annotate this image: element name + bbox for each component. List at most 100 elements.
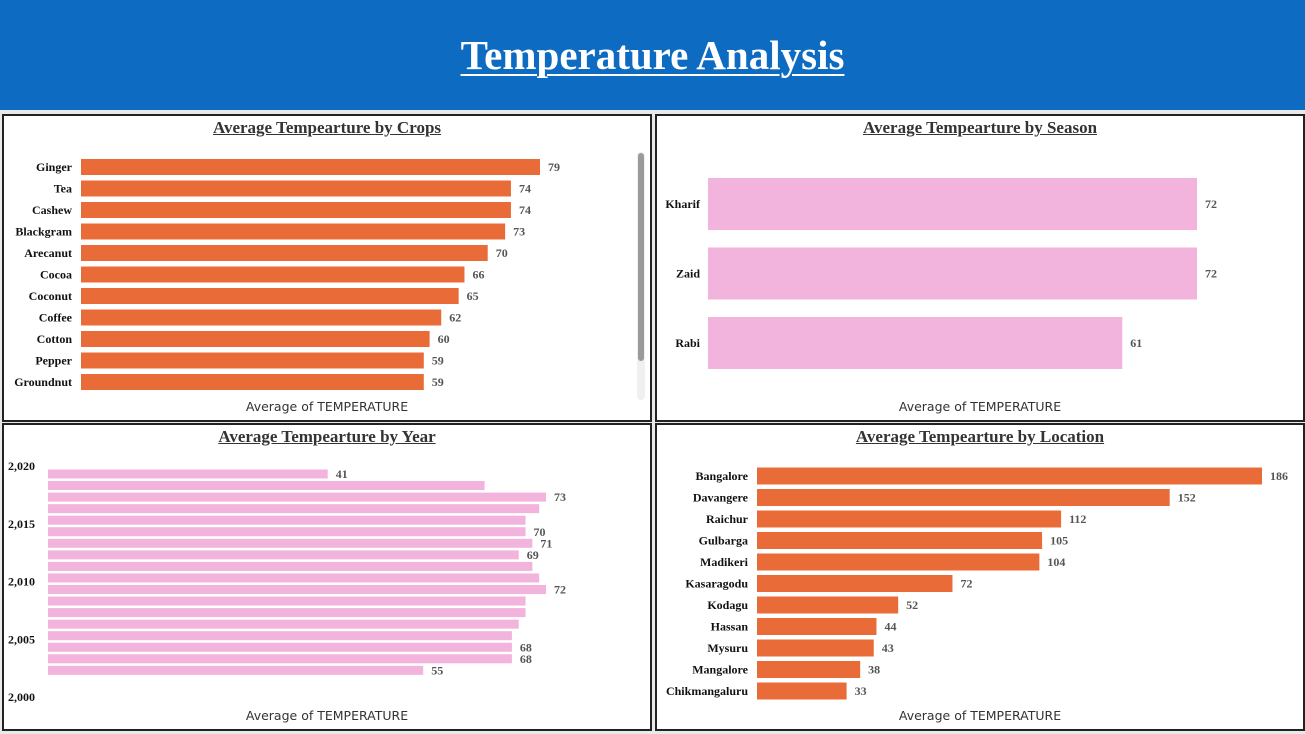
crops-bar bbox=[81, 223, 506, 240]
location-data-label: 52 bbox=[906, 598, 918, 612]
season-category-label: Rabi bbox=[675, 336, 700, 350]
year-chart-title: Average Tempearture by Year bbox=[218, 427, 436, 446]
year-y-tick-label: 2,020 bbox=[8, 459, 35, 473]
location-bar bbox=[757, 618, 877, 635]
year-data-label: 73 bbox=[554, 490, 566, 504]
page-title: Temperature Analysis bbox=[460, 32, 845, 78]
season-data-label: 72 bbox=[1205, 267, 1217, 281]
crops-category-label: Cotton bbox=[37, 332, 73, 346]
crops-data-label: 62 bbox=[449, 311, 461, 325]
year-data-label: 71 bbox=[540, 536, 552, 550]
season-bar-chart: Kharif 72 Zaid 72 Rabi 61 bbox=[665, 178, 1217, 369]
location-data-label: 152 bbox=[1178, 491, 1196, 505]
season-category-label: Kharif bbox=[665, 197, 701, 211]
crops-category-label: Pepper bbox=[35, 354, 72, 368]
year-bar bbox=[48, 596, 526, 606]
season-chart-panel[interactable]: Average Tempearture by Season Kharif 72 Za… bbox=[655, 114, 1305, 422]
season-category-label: Zaid bbox=[676, 267, 700, 281]
location-chart-panel[interactable]: Average Tempearture by Location Bangalor… bbox=[655, 423, 1305, 731]
location-category-label: Madikeri bbox=[700, 555, 749, 569]
year-data-label: 70 bbox=[534, 525, 546, 539]
year-bar bbox=[48, 538, 533, 548]
year-bar bbox=[48, 492, 546, 502]
year-bar bbox=[48, 550, 519, 560]
crops-category-label: Arecanut bbox=[24, 246, 72, 260]
location-category-label: Mysuru bbox=[707, 641, 748, 655]
location-data-label: 186 bbox=[1270, 469, 1288, 483]
crops-data-label: 65 bbox=[467, 289, 479, 303]
year-bar bbox=[48, 504, 540, 514]
year-data-label: 68 bbox=[520, 640, 532, 654]
year-y-tick-label: 2,015 bbox=[8, 517, 35, 531]
location-category-label: Kasaragodu bbox=[685, 577, 748, 591]
year-bar bbox=[48, 561, 533, 571]
crops-category-label: Cashew bbox=[32, 203, 72, 217]
crops-data-label: 74 bbox=[519, 203, 531, 217]
year-bar bbox=[48, 573, 540, 583]
location-data-label: 112 bbox=[1069, 512, 1086, 526]
location-bar bbox=[757, 639, 874, 657]
location-data-label: 44 bbox=[884, 620, 896, 634]
crops-bar bbox=[81, 245, 488, 261]
location-bar-chart: Bangalore 186 Davangere 152 Raichur 112 Gulbar… bbox=[666, 467, 1288, 700]
year-chart-panel[interactable]: Average Tempearture by Year 2,020 2,015 2,… bbox=[2, 423, 652, 731]
crops-scrollbar-thumb[interactable] bbox=[638, 153, 644, 361]
location-bar bbox=[757, 532, 1043, 549]
crops-bar bbox=[81, 374, 424, 390]
header-banner: Temperature Analysis bbox=[0, 0, 1305, 110]
crops-data-label: 73 bbox=[513, 225, 525, 239]
crops-bar bbox=[81, 180, 511, 197]
year-data-label: 68 bbox=[520, 652, 532, 666]
year-y-tick-label: 2,005 bbox=[8, 632, 35, 646]
season-data-label: 61 bbox=[1130, 336, 1142, 350]
year-bar bbox=[48, 469, 328, 479]
crops-data-label: 79 bbox=[548, 160, 560, 174]
crops-chart-title: Average Tempearture by Crops bbox=[212, 118, 442, 137]
crops-x-axis-label: Average of TEMPERATURE bbox=[245, 399, 409, 414]
year-bar bbox=[48, 619, 519, 629]
location-category-label: Gulbarga bbox=[699, 534, 748, 548]
location-data-label: 38 bbox=[868, 663, 880, 677]
location-data-label: 104 bbox=[1047, 555, 1065, 569]
year-data-label: 69 bbox=[527, 548, 539, 562]
year-bar bbox=[48, 585, 546, 594]
location-data-label: 43 bbox=[882, 641, 894, 655]
location-category-label: Hassan bbox=[711, 620, 749, 634]
year-bar bbox=[48, 608, 526, 618]
year-bar bbox=[48, 654, 512, 664]
crops-bar bbox=[81, 352, 424, 369]
location-x-axis-label: Average of TEMPERATURE bbox=[898, 708, 1062, 723]
crops-data-label: 66 bbox=[472, 268, 484, 282]
year-bar bbox=[48, 665, 424, 675]
crops-data-label: 59 bbox=[432, 354, 444, 368]
crops-chart-panel[interactable]: Average Tempearture by Crops Ginger 79 Tea… bbox=[2, 114, 652, 422]
season-bar bbox=[708, 317, 1123, 369]
year-bar bbox=[48, 527, 526, 537]
crops-category-label: Coconut bbox=[29, 289, 72, 303]
year-x-axis-label: Average of TEMPERATURE bbox=[245, 708, 409, 723]
crops-bar bbox=[81, 202, 511, 218]
location-chart-title: Average Tempearture by Location bbox=[855, 427, 1105, 446]
crops-category-label: Blackgram bbox=[15, 225, 72, 239]
location-category-label: Raichur bbox=[706, 512, 749, 526]
crops-data-label: 60 bbox=[438, 332, 450, 346]
year-bar bbox=[48, 515, 526, 525]
location-bar bbox=[757, 575, 953, 592]
location-category-label: Mangalore bbox=[692, 663, 748, 677]
location-data-label: 72 bbox=[960, 577, 972, 591]
location-bar bbox=[757, 467, 1262, 485]
season-data-label: 72 bbox=[1205, 197, 1217, 211]
crops-bar bbox=[81, 309, 442, 326]
crops-bar bbox=[81, 331, 430, 347]
location-bar bbox=[757, 661, 861, 678]
location-bar bbox=[757, 510, 1062, 528]
crops-data-label: 59 bbox=[432, 375, 444, 389]
crops-category-label: Tea bbox=[54, 182, 72, 196]
crops-bar-chart: Ginger 79 Tea 74 Cashew 74 Blackgram 73 Arecanut… bbox=[14, 159, 560, 390]
year-data-label: 55 bbox=[431, 663, 443, 677]
location-category-label: Bangalore bbox=[696, 469, 749, 483]
year-data-label: 72 bbox=[554, 583, 566, 597]
location-bar bbox=[757, 553, 1040, 571]
year-bar bbox=[48, 481, 485, 491]
crops-category-label: Coffee bbox=[39, 311, 73, 325]
